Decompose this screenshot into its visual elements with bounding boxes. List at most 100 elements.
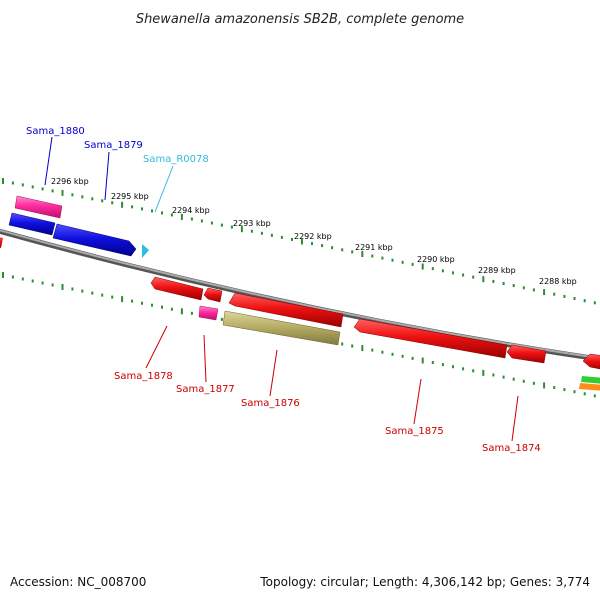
outer-tick-35	[351, 250, 354, 254]
inner-tick-46	[462, 367, 465, 371]
outer-tick-11	[111, 201, 114, 205]
inner-tick-44	[441, 363, 444, 367]
outer-tick-31	[311, 242, 313, 246]
gene-sama-1874[interactable]	[506, 344, 547, 364]
scale-label-2296: 2296 kbp	[51, 177, 89, 186]
inner-tick-22	[220, 317, 223, 321]
inner-tick-9	[91, 291, 94, 295]
outer-tick-59	[593, 301, 596, 305]
outer-tick-7	[71, 193, 74, 197]
outer-tick-6	[61, 189, 64, 196]
outer-tick-0	[2, 178, 4, 184]
inner-tick-17	[170, 307, 173, 311]
leader-sama-1877	[203, 334, 207, 383]
gene-sama-1878[interactable]	[150, 276, 204, 301]
inner-tick-19	[190, 311, 193, 315]
outer-tick-21	[210, 221, 213, 225]
outer-tick-40	[401, 260, 404, 264]
gene-edge-orange-right	[579, 383, 600, 391]
outer-tick-19	[190, 217, 193, 221]
outer-tick-45	[452, 271, 454, 275]
inner-tick-8	[81, 289, 84, 293]
gene-sama-r0078[interactable]	[142, 244, 149, 258]
gene-sama-1878-b[interactable]	[203, 287, 223, 303]
outer-tick-30	[301, 238, 303, 245]
inner-tick-15	[151, 303, 153, 307]
scale-label-2290: 2290 kbp	[417, 255, 455, 264]
outer-tick-36	[361, 251, 364, 257]
inner-tick-42	[421, 357, 424, 364]
label-sama-1876[interactable]: Sama_1876	[241, 398, 300, 409]
outer-tick-25	[250, 229, 253, 233]
gene-sama-1879[interactable]	[52, 223, 137, 257]
outer-tick-44	[441, 269, 444, 273]
outer-tick-34	[341, 248, 344, 252]
map-title: Shewanella amazonensis SB2B, complete ge…	[136, 12, 464, 27]
gene-sama-1877[interactable]	[198, 305, 219, 321]
label-sama-1879[interactable]: Sama_1879	[84, 140, 143, 151]
outer-tick-32	[321, 244, 324, 248]
outer-tick-28	[280, 235, 283, 239]
outer-tick-23	[230, 225, 233, 229]
label-sama-1880[interactable]: Sama_1880	[26, 126, 85, 137]
outer-tick-57	[573, 297, 576, 300]
label-sama-1875[interactable]: Sama_1875	[385, 426, 444, 437]
outer-tick-58	[583, 299, 586, 303]
genome-backbone	[0, 228, 600, 362]
scale-label-2291: 2291 kbp	[355, 243, 393, 252]
outer-tick-41	[411, 262, 414, 266]
outer-tick-54	[543, 289, 546, 296]
leader-sama-1879	[104, 151, 110, 201]
inner-tick-18	[180, 308, 183, 315]
outer-tick-49	[492, 279, 495, 283]
leader-sama-1876	[269, 349, 278, 397]
outer-tick-24	[240, 226, 243, 233]
inner-tick-59	[593, 394, 596, 398]
label-sama-1878[interactable]: Sama_1878	[114, 371, 173, 382]
gene-sama-1879-part-a[interactable]	[8, 212, 56, 236]
outer-tick-43	[431, 267, 434, 271]
inner-tick-2	[21, 277, 24, 281]
inner-tick-4	[41, 281, 44, 285]
inner-tick-10	[101, 293, 104, 297]
outer-tick-3	[31, 185, 34, 189]
outer-tick-12	[121, 201, 124, 208]
inner-tick-0	[2, 272, 4, 278]
label-sama-1877[interactable]: Sama_1877	[176, 384, 235, 395]
outer-tick-4	[41, 187, 44, 191]
gene-sama-1876[interactable]	[222, 310, 341, 346]
inner-tick-37	[371, 348, 374, 352]
leader-sama-r0078	[154, 165, 174, 213]
scale-label-2293: 2293 kbp	[233, 219, 271, 228]
outer-tick-46	[462, 273, 465, 277]
gene-sama-1876-red[interactable]	[228, 292, 344, 328]
inner-tick-38	[381, 350, 384, 354]
inner-tick-54	[543, 382, 546, 389]
outer-tick-26	[260, 231, 263, 235]
accession-text: Accession: NC_008700	[10, 575, 146, 589]
gene-sama-1875[interactable]	[353, 318, 508, 359]
outer-tick-27	[270, 233, 273, 237]
gene-sama-1880[interactable]	[14, 195, 63, 219]
scale-label-2289: 2289 kbp	[478, 266, 516, 275]
outer-tick-33	[331, 246, 334, 250]
outer-tick-15	[151, 209, 153, 213]
inner-tick-36	[361, 345, 364, 352]
outer-tick-14	[141, 207, 143, 211]
label-sama-1874[interactable]: Sama_1874	[482, 443, 541, 454]
outer-tick-9	[91, 197, 94, 201]
inner-tick-47	[472, 369, 475, 373]
scale-labels: 2296 kbp 2295 kbp 2294 kbp 2293 kbp 2292…	[51, 177, 577, 286]
inner-tick-45	[452, 365, 454, 369]
inner-tick-48	[482, 369, 485, 376]
outer-scale-ticks	[2, 178, 596, 305]
inner-tick-13	[131, 299, 134, 303]
scale-label-2294: 2294 kbp	[172, 206, 210, 215]
inner-tick-50	[502, 375, 505, 379]
inner-tick-5	[51, 283, 54, 287]
leader-sama-1875	[413, 378, 422, 425]
outer-tick-39	[391, 258, 394, 262]
label-sama-r0078[interactable]: Sama_R0078	[143, 154, 209, 165]
inner-tick-49	[492, 373, 495, 377]
gene-edge-fragment	[0, 237, 3, 248]
